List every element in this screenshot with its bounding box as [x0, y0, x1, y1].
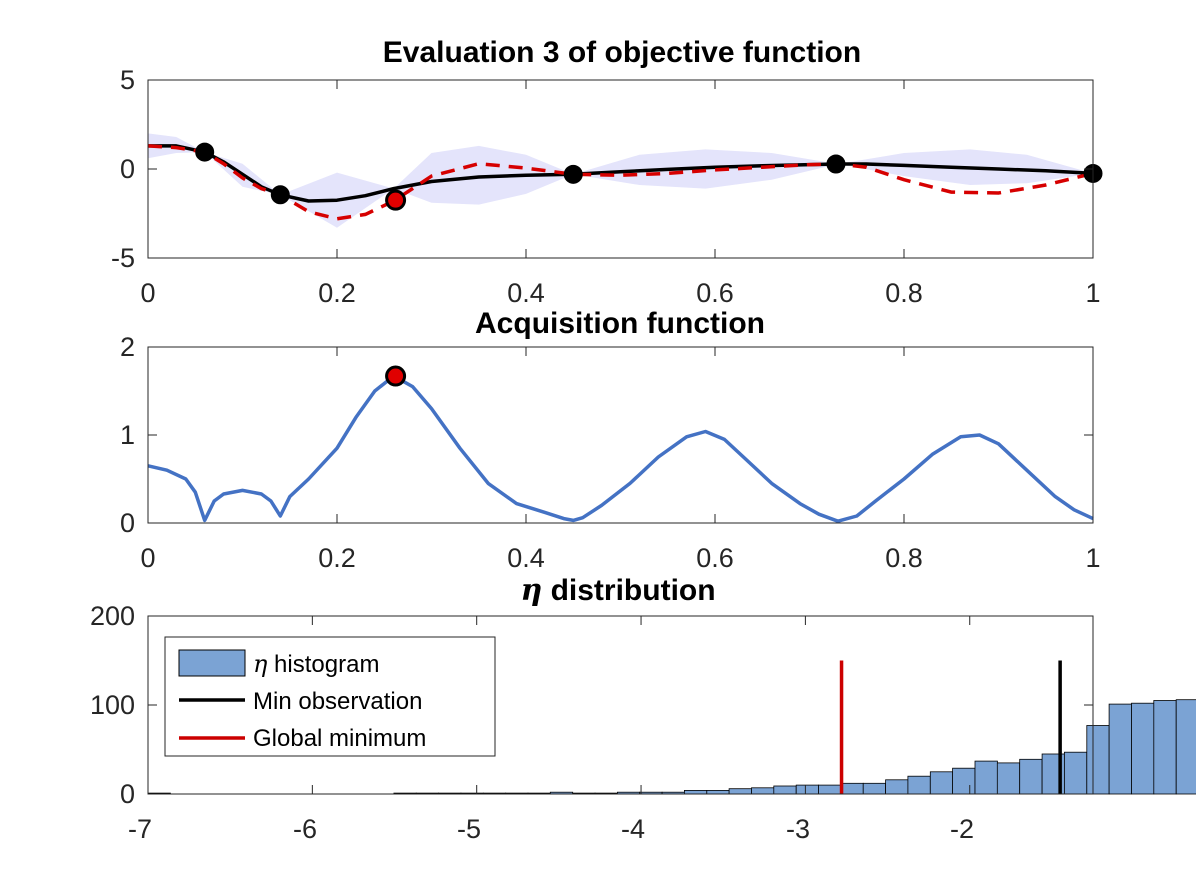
- panel1-x-ticklabels: 0 0.2 0.4 0.6 0.8 1: [140, 278, 1100, 308]
- panel2-axes-box: [147, 346, 1094, 524]
- histogram-bar: [684, 790, 708, 795]
- legend-entry-text: histogram: [267, 651, 379, 678]
- panel2-xtick-label: 0.6: [696, 543, 734, 573]
- panel2-title: Acquisition function: [475, 307, 765, 340]
- panel1-xtick-label: 1: [1085, 278, 1100, 308]
- panel1-xtick-label: 0.6: [696, 278, 734, 308]
- histogram-bar: [840, 782, 864, 795]
- panel1-ytick-label: 0: [120, 154, 135, 184]
- legend-entry-symbol: η: [253, 650, 268, 678]
- legend-entry-min-observation: Min observation: [253, 688, 422, 715]
- panel3-legend: η histogram Min observation Global minim…: [164, 636, 496, 757]
- legend-entry-histogram: η histogram: [253, 650, 379, 678]
- histogram-bar: [974, 760, 998, 795]
- panel3-title-symbol: η: [520, 573, 542, 608]
- panel3-xtick-label: -6: [293, 814, 317, 844]
- legend-histogram-swatch: [178, 649, 246, 677]
- panel3-ytick-label: 0: [120, 779, 135, 809]
- panel1-xtick-label: 0: [140, 278, 155, 308]
- panel1-xtick-label: 0.4: [507, 278, 545, 308]
- panel1-title: Evaluation 3 of objective function: [383, 36, 861, 69]
- panel3-x-ticklabels: -7 -6 -5 -4 -3 -2: [128, 814, 974, 844]
- panel1-ytick-label: -5: [111, 243, 135, 273]
- histogram-bar: [1131, 702, 1155, 795]
- panel3-xtick-label: -7: [128, 814, 152, 844]
- panel2-y-ticklabels: 2 1 0: [120, 332, 135, 538]
- panel3-y-ticklabels: 200 100 0: [90, 601, 135, 809]
- histogram-bar: [929, 771, 954, 795]
- observation-point: [195, 142, 215, 162]
- histogram-bar: [885, 779, 909, 795]
- observation-point: [563, 164, 583, 184]
- panel3-title-text: distribution: [542, 574, 715, 607]
- confidence-band: [148, 133, 1093, 228]
- next-evaluation-point: [385, 189, 407, 211]
- histogram-bar: [907, 775, 931, 795]
- panel3-xtick-label: -3: [786, 814, 810, 844]
- panel3-ytick-label: 200: [90, 601, 135, 631]
- acquisition-line: [147, 374, 1094, 523]
- panel2-x-ticklabels: 0 0.2 0.4 0.6 0.8 1: [140, 543, 1100, 573]
- panel2-xtick-label: 0.8: [885, 543, 923, 573]
- histogram-bar: [795, 784, 820, 795]
- panel3-title: η distribution: [520, 573, 715, 608]
- histogram-bar: [1153, 700, 1177, 795]
- histogram-bar: [818, 784, 842, 795]
- panel1-plot-area: [147, 79, 1103, 259]
- panel2-ytick-label: 1: [120, 420, 135, 450]
- panel3-xtick-label: -5: [457, 814, 481, 844]
- observation-point: [826, 154, 846, 174]
- panel1-axes-box: [147, 79, 1094, 259]
- panel3-xtick-label: -4: [621, 814, 645, 844]
- panel1-ytick-label: 5: [120, 65, 135, 95]
- histogram-bar: [751, 787, 775, 795]
- histogram-bar: [1175, 699, 1196, 795]
- panel2-xtick-label: 1: [1085, 543, 1100, 573]
- panel2-xtick-label: 0.2: [318, 543, 356, 573]
- panel3-xtick-label: -2: [950, 814, 974, 844]
- panel1-xtick-label: 0.8: [885, 278, 923, 308]
- histogram-bar: [1019, 758, 1043, 795]
- observation-point: [270, 185, 290, 205]
- panel2-xtick-label: 0.4: [507, 543, 545, 573]
- histogram-bar: [952, 767, 976, 795]
- panel2-ytick-label: 2: [120, 332, 135, 362]
- histogram-bar: [1064, 751, 1088, 795]
- panel1-xtick-label: 0.2: [318, 278, 356, 308]
- panel2-xtick-label: 0: [140, 543, 155, 573]
- histogram-bar: [706, 790, 730, 795]
- histogram-bar: [1086, 725, 1110, 795]
- gp-mean-line: [148, 144, 1094, 203]
- histogram-bar: [862, 782, 887, 795]
- legend-entry-global-minimum: Global minimum: [253, 725, 426, 752]
- panel3-axes-box: [147, 615, 1094, 795]
- histogram-bar: [996, 762, 1021, 795]
- panel2-plot-area: [147, 346, 1094, 524]
- acquisition-max-point: [385, 365, 407, 387]
- panel3-ytick-label: 100: [90, 690, 135, 720]
- histogram-bar: [728, 788, 752, 795]
- histogram-bar: [1108, 703, 1132, 795]
- histogram-bar: [773, 785, 797, 795]
- panel2-ytick-label: 0: [120, 508, 135, 538]
- panel1-y-ticklabels: 5 0 -5: [111, 65, 135, 273]
